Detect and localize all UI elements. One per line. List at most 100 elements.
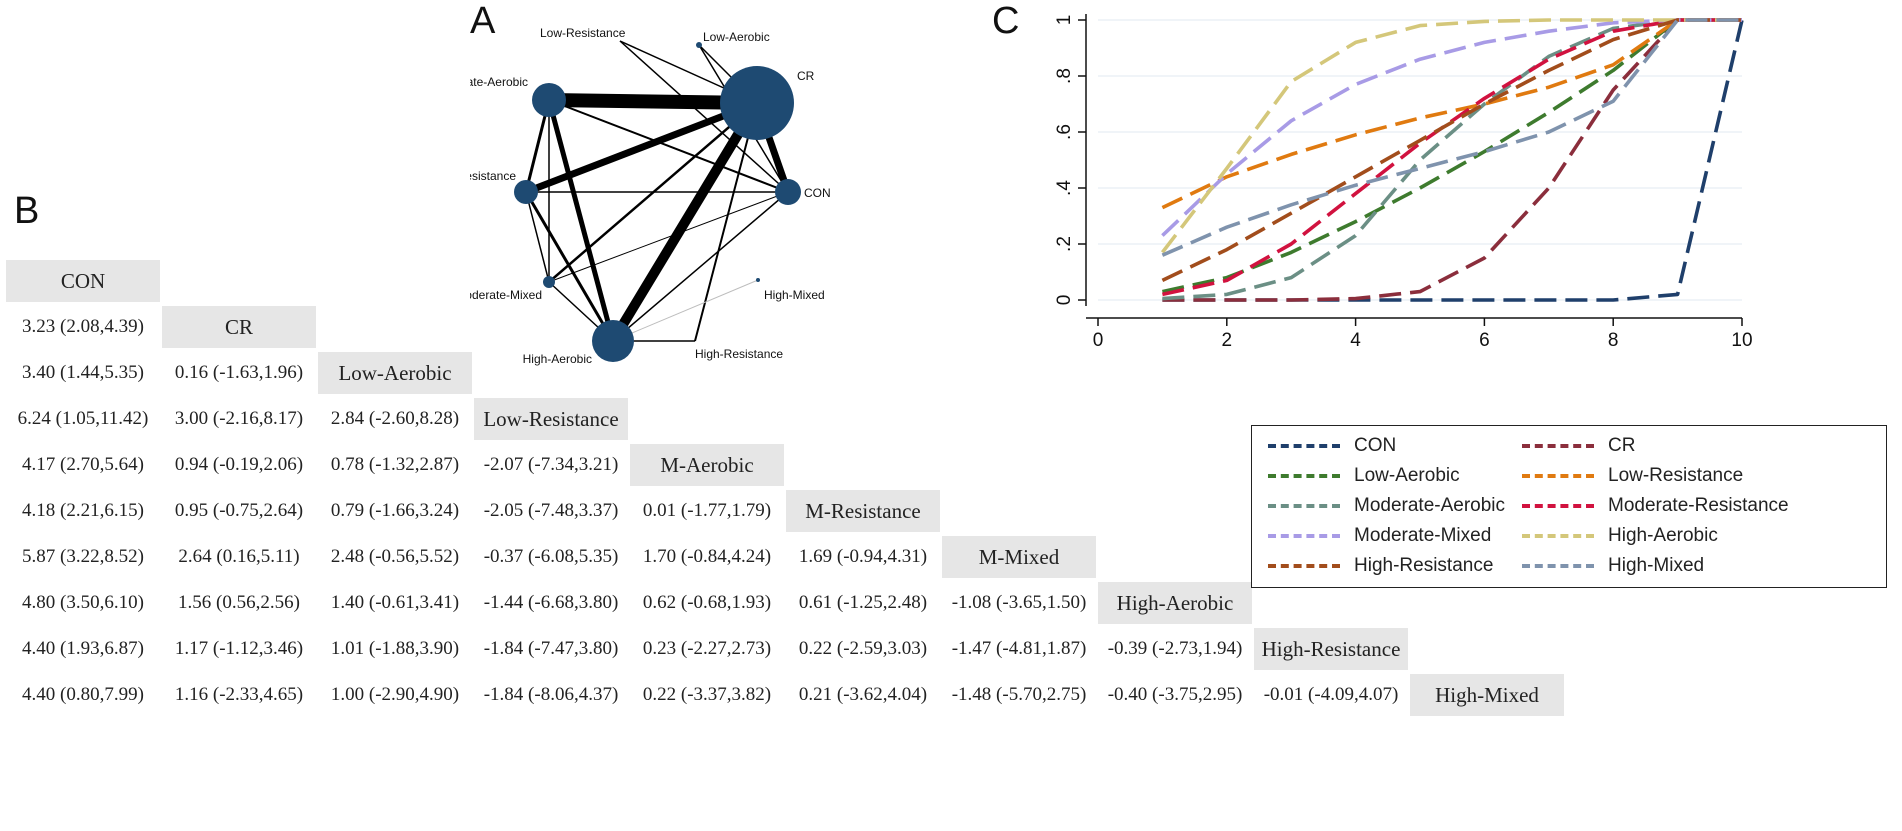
network-label-high-mixed: High-Mixed: [764, 288, 825, 302]
legend-item-moderate-mixed: Moderate-Mixed: [1268, 522, 1491, 550]
legend-label: Low-Resistance: [1608, 465, 1744, 486]
league-cell: 1.17 (-1.12,3.46): [174, 638, 304, 659]
network-edge: [548, 99, 789, 193]
league-cell: 4.80 (3.50,6.10): [22, 592, 144, 613]
network-edge: [524, 191, 615, 342]
y-tick-label: .8: [1054, 68, 1075, 84]
league-diag-cr: CR: [162, 306, 316, 348]
league-cell: 5.87 (3.22,8.52): [22, 546, 144, 567]
network-edge: [524, 99, 759, 196]
series-line-con: [1162, 19, 1744, 302]
league-cell: 1.00 (-2.90,4.90): [330, 684, 460, 705]
league-diag-high-aerobic: High-Aerobic: [1098, 582, 1252, 624]
series-line-moderate-mixed: [1161, 18, 1742, 237]
series-line-low-aerobic: [1162, 18, 1742, 294]
league-diag-con: CON: [6, 260, 160, 302]
league-cell: 0.21 (-3.62,4.04): [798, 684, 928, 705]
league-cell: 0.23 (-2.27,2.73): [642, 638, 772, 659]
legend-item-con: CON: [1268, 432, 1396, 460]
network-edge: [546, 99, 616, 342]
legend-swatch: [1522, 474, 1594, 478]
series-line-cr: [1162, 18, 1742, 302]
league-diag-low-aerobic: Low-Aerobic: [318, 352, 472, 394]
x-tick-label: 10: [1731, 330, 1752, 351]
network-node-high-aerobic: [592, 320, 634, 362]
legend-label: CON: [1354, 435, 1397, 456]
league-diag-m-mixed: M-Mixed: [942, 536, 1096, 578]
legend-swatch: [1522, 534, 1594, 538]
network-node-high-mixed: [756, 278, 760, 282]
chart-legend: CON CR Low-Aerobic Low-Resistance Moderate-A…: [1251, 425, 1887, 588]
league-cell: 1.40 (-0.61,3.41): [330, 592, 460, 613]
legend-item-moderate-resistance: Moderate-Resistance: [1522, 492, 1789, 520]
league-cell: 1.01 (-1.88,3.90): [330, 638, 460, 659]
legend-swatch: [1268, 444, 1340, 448]
panel-label-a: A: [470, 0, 496, 42]
league-cell: 1.69 (-0.94,4.31): [798, 546, 928, 567]
network-edge: [548, 191, 789, 283]
legend-item-high-aerobic: High-Aerobic: [1522, 522, 1718, 550]
league-cell: -0.39 (-2.73,1.94): [1107, 638, 1243, 659]
network-node-cr: [720, 66, 794, 140]
network-node-moderate-resistance: [514, 180, 538, 204]
network-edge: [619, 40, 789, 193]
legend-swatch: [1522, 444, 1594, 448]
network-node-moderate-mixed: [543, 276, 555, 288]
legend-item-high-mixed: High-Mixed: [1522, 552, 1704, 580]
league-cell: -2.05 (-7.48,3.37): [483, 500, 619, 521]
legend-swatch: [1268, 474, 1340, 478]
legend-swatch: [1268, 534, 1340, 538]
league-cell: -1.84 (-8.06,4.37): [483, 684, 619, 705]
league-cell: -2.07 (-7.34,3.21): [483, 454, 619, 475]
league-cell: 4.17 (2.70,5.64): [22, 454, 144, 475]
legend-item-high-resistance: High-Resistance: [1268, 552, 1493, 580]
league-cell: 0.78 (-1.32,2.87): [330, 454, 460, 475]
cumulative-ranking-plot: 0.2.4.6.810 2 4 6 8 10: [1054, 14, 1753, 351]
legend-swatch: [1522, 504, 1594, 508]
y-tick-label: .2: [1054, 236, 1075, 252]
network-label-moderate-resistance: Moderate-Resistance: [470, 169, 516, 183]
league-cell: 4.18 (2.21,6.15): [22, 500, 144, 521]
league-cell: 0.22 (-2.59,3.03): [798, 638, 928, 659]
x-tick-label: 6: [1479, 330, 1490, 351]
y-tick-label: .4: [1054, 180, 1075, 196]
network-edge: [612, 191, 789, 342]
legend-swatch: [1522, 564, 1594, 568]
series-line-high-resistance: [1161, 18, 1742, 283]
league-cell: -1.47 (-4.81,1.87): [951, 638, 1087, 659]
legend-swatch: [1268, 504, 1340, 508]
league-cell: -1.44 (-6.68,3.80): [483, 592, 619, 613]
league-cell: -1.84 (-7.47,3.80): [483, 638, 619, 659]
league-cell: -1.08 (-3.65,1.50): [951, 592, 1087, 613]
league-cell: 0.95 (-0.75,2.64): [174, 500, 304, 521]
network-label-moderate-aerobic: Moderate-Aerobic: [470, 75, 528, 89]
network-edge: [694, 102, 758, 342]
league-cell: 1.70 (-0.84,4.24): [642, 546, 772, 567]
panel-label-c: C: [992, 0, 1020, 42]
league-cell: 0.22 (-3.37,3.82): [642, 684, 772, 705]
y-tick-label: 1: [1054, 15, 1075, 26]
league-cell: 3.40 (1.44,5.35): [22, 362, 144, 383]
league-cell: 2.84 (-2.60,8.28): [330, 408, 460, 429]
league-cell: -1.48 (-5.70,2.75): [951, 684, 1087, 705]
legend-label: CR: [1608, 435, 1636, 456]
league-cell: 2.64 (0.16,5.11): [178, 546, 300, 567]
league-diag-m-resistance: M-Resistance: [786, 490, 940, 532]
league-cell: -0.40 (-3.75,2.95): [1107, 684, 1243, 705]
network-node-con: [775, 179, 801, 205]
network-edge: [612, 279, 759, 342]
y-tick-label: .6: [1054, 124, 1075, 140]
league-diag-low-resistance: Low-Resistance: [474, 398, 628, 440]
league-cell: 6.24 (1.05,11.42): [17, 408, 149, 429]
league-table: CON CR Low-Aerobic Low-Resistance M-Aerobic M…: [0, 260, 1902, 831]
network-label-cr: CR: [797, 69, 815, 83]
legend-label: Moderate-Aerobic: [1354, 495, 1506, 516]
network-label-moderate-mixed: Moderate-Mixed: [470, 288, 542, 302]
legend-swatch: [1268, 564, 1340, 568]
panel-label-b: B: [14, 190, 40, 232]
legend-label: Moderate-Mixed: [1354, 525, 1492, 546]
legend-label: Moderate-Resistance: [1608, 495, 1789, 516]
league-cell: 0.01 (-1.77,1.79): [642, 500, 772, 521]
league-cell: -0.37 (-6.08,5.35): [483, 546, 619, 567]
league-cell: 4.40 (0.80,7.99): [22, 684, 144, 705]
